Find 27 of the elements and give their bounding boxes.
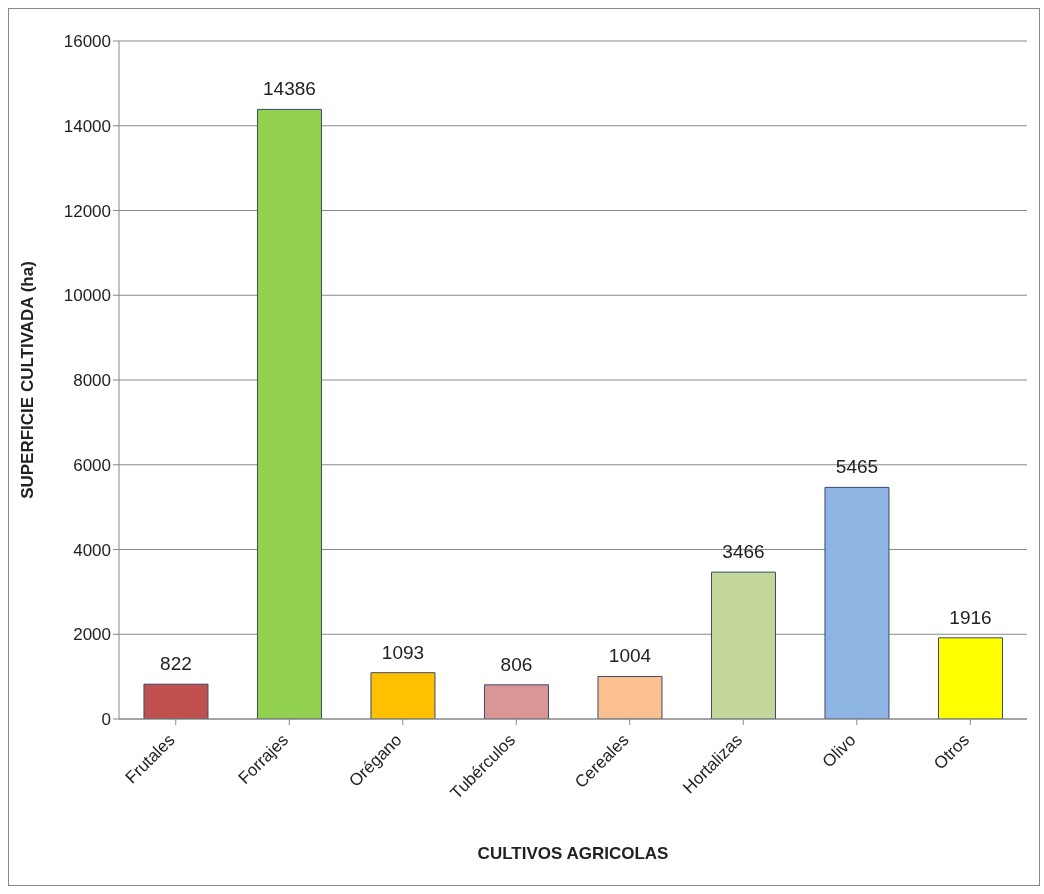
y-tick-label: 12000 bbox=[63, 201, 111, 221]
data-label: 1093 bbox=[381, 641, 425, 663]
data-label: 14386 bbox=[263, 78, 316, 100]
y-tick-label: 0 bbox=[101, 710, 111, 730]
data-label: 1004 bbox=[608, 645, 652, 667]
y-tick-label: 4000 bbox=[73, 540, 111, 560]
data-label: 5465 bbox=[835, 456, 879, 478]
bar bbox=[597, 675, 663, 719]
bar bbox=[256, 108, 322, 719]
x-axis-title: CULTIVOS AGRICOLAS bbox=[477, 844, 669, 863]
data-label: 1916 bbox=[949, 606, 992, 628]
bar bbox=[370, 672, 436, 719]
bar bbox=[710, 571, 776, 719]
data-label: 3466 bbox=[722, 541, 765, 563]
y-tick-label: 8000 bbox=[73, 371, 111, 391]
y-axis-title: SUPERFICIE CULTIVADA (ha) bbox=[18, 261, 38, 499]
y-tick-label: 6000 bbox=[73, 455, 111, 475]
data-label: 822 bbox=[160, 653, 192, 675]
y-tick-label: 16000 bbox=[63, 32, 111, 52]
bar bbox=[143, 683, 209, 719]
bar bbox=[937, 637, 1003, 719]
y-tick-label: 14000 bbox=[63, 116, 111, 136]
data-label: 806 bbox=[500, 653, 533, 675]
y-tick-label: 10000 bbox=[63, 286, 111, 306]
bar bbox=[824, 486, 890, 719]
bar bbox=[483, 684, 549, 719]
y-tick-label: 2000 bbox=[73, 625, 111, 645]
